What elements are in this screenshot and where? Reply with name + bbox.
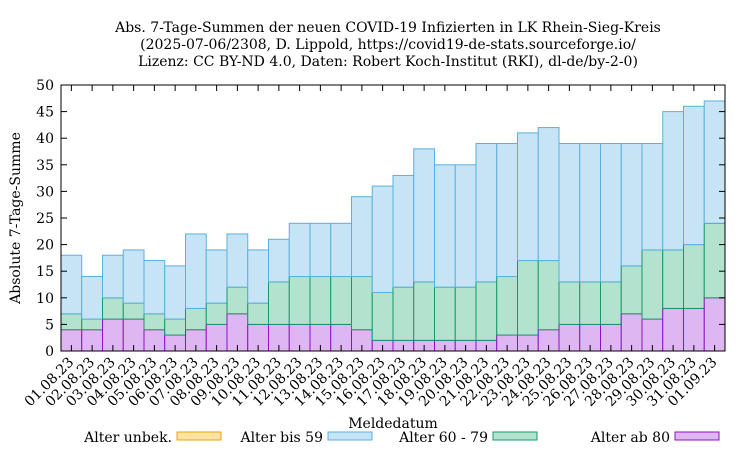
bar-layer	[60, 100, 726, 352]
bar-alter-bis-59-13.08.23	[309, 222, 332, 278]
bar-alter-60-79-26.08.23	[579, 281, 601, 325]
bar-alter-60-79-03.08.23	[102, 297, 124, 320]
bar-alter-bis-59-04.08.23	[122, 249, 145, 304]
y-tick-label: 50	[36, 78, 54, 94]
bar-alter-bis-59-30.08.23	[662, 111, 684, 251]
bar-alter-60-79-19.08.23	[434, 286, 456, 341]
bar-alter-60-79-11.08.23	[268, 281, 290, 325]
bar-alter-ab-80-30.08.23	[662, 307, 684, 352]
bar-alter-bis-59-26.08.23	[579, 143, 601, 283]
legend: Alter unbek. Alter bis 59 Alter 60 - 79 Alt…	[83, 430, 720, 446]
bar-alter-bis-59-08.08.23	[205, 249, 228, 304]
y-tick-label: 25	[36, 211, 54, 227]
bar-alter-60-79-08.08.23	[205, 302, 228, 325]
bar-alter-60-79-02.08.23	[81, 318, 103, 331]
y-tick-label: 0	[45, 344, 54, 360]
bar-alter-60-79-21.08.23	[475, 281, 498, 341]
bar-alter-60-79-27.08.23	[600, 281, 622, 325]
legend-label: Alter ab 80	[590, 430, 670, 446]
bar-alter-60-79-28.08.23	[620, 265, 643, 315]
y-tick-label: 35	[36, 158, 54, 174]
bar-alter-bis-59-14.08.23	[330, 222, 352, 278]
bar-alter-bis-59-25.08.23	[558, 143, 581, 283]
bar-alter-bis-59-09.08.23	[226, 233, 249, 288]
legend-label: Alter bis 59	[239, 430, 323, 446]
bar-alter-60-79-25.08.23	[558, 281, 581, 325]
legend-swatch	[327, 431, 373, 441]
bar-alter-bis-59-28.08.23	[620, 143, 643, 267]
bar-alter-bis-59-20.08.23	[454, 164, 477, 288]
bar-alter-bis-59-03.08.23	[102, 254, 124, 299]
y-tick-label: 10	[36, 291, 54, 307]
bar-alter-bis-59-27.08.23	[600, 143, 622, 283]
bar-alter-bis-59-06.08.23	[164, 265, 186, 320]
y-tick-label: 40	[36, 131, 54, 147]
bar-alter-60-79-10.08.23	[247, 302, 269, 325]
bar-alter-60-79-13.08.23	[309, 276, 332, 325]
chart-title-line-1: Abs. 7-Tage-Summen der neuen COVID-19 In…	[114, 20, 661, 36]
bar-alter-bis-59-01.09.23	[703, 100, 726, 224]
bar-alter-bis-59-12.08.23	[288, 222, 311, 278]
chart-title-line-3: Lizenz: CC BY-ND 4.0, Daten: Robert Koch…	[138, 54, 638, 70]
bar-alter-60-79-16.08.23	[371, 291, 394, 341]
bar-alter-60-79-06.08.23	[164, 318, 186, 336]
bar-alter-60-79-29.08.23	[641, 249, 664, 320]
y-tick-label: 30	[36, 184, 54, 200]
bar-alter-60-79-01.09.23	[703, 222, 726, 299]
legend-swatch	[674, 431, 720, 441]
bar-alter-bis-59-23.08.23	[517, 132, 539, 262]
bar-alter-60-79-09.08.23	[226, 286, 249, 315]
bar-alter-60-79-14.08.23	[330, 276, 352, 325]
bar-alter-bis-59-31.08.23	[683, 105, 705, 246]
bar-alter-60-79-24.08.23	[537, 260, 560, 331]
bar-alter-60-79-31.08.23	[683, 244, 705, 309]
plot-frame	[60, 84, 726, 352]
y-tick-label: 20	[36, 238, 54, 254]
y-axis-label: Absolute 7-Tage-Summe	[8, 132, 24, 305]
legend-swatch	[492, 431, 538, 441]
bar-alter-60-79-23.08.23	[517, 260, 539, 336]
legend-label: Alter unbek.	[83, 430, 172, 446]
bar-alter-bis-59-01.08.23	[60, 254, 83, 315]
bar-alter-60-79-12.08.23	[288, 276, 311, 325]
bar-alter-60-79-07.08.23	[185, 307, 207, 331]
bar-alter-bis-59-07.08.23	[185, 233, 207, 309]
bar-alter-bis-59-16.08.23	[371, 185, 394, 293]
y-tick-label: 45	[36, 105, 54, 121]
y-axis: 0 5 10 15 20 25 30 35 40 45 50	[36, 78, 725, 360]
legend-label: Alter 60 - 79	[398, 430, 488, 446]
x-axis-label: Meldedatum	[348, 416, 438, 432]
bar-alter-bis-59-29.08.23	[641, 143, 664, 251]
bar-alter-bis-59-17.08.23	[392, 174, 415, 288]
bar-alter-60-79-01.08.23	[60, 313, 83, 331]
bar-alter-60-79-17.08.23	[392, 286, 415, 341]
bar-alter-60-79-20.08.23	[454, 286, 477, 341]
bar-alter-bis-59-10.08.23	[247, 249, 269, 304]
bar-alter-bis-59-19.08.23	[434, 164, 456, 288]
bar-alter-bis-59-15.08.23	[351, 196, 373, 278]
bar-alter-60-79-18.08.23	[413, 281, 435, 341]
chart-title-line-2: (2025-07-06/2308, D. Lippold, https://co…	[140, 37, 636, 53]
bar-alter-bis-59-21.08.23	[475, 143, 498, 283]
bar-alter-60-79-30.08.23	[662, 249, 684, 309]
bar-alter-bis-59-11.08.23	[268, 238, 290, 283]
bar-alter-bis-59-02.08.23	[81, 276, 103, 320]
bar-alter-bis-59-22.08.23	[496, 143, 518, 278]
bar-alter-60-79-04.08.23	[122, 302, 145, 320]
y-tick-label: 15	[36, 264, 54, 280]
bar-alter-bis-59-18.08.23	[413, 148, 435, 283]
x-axis: 01.08.2302.08.2303.08.2304.08.2305.08.23…	[22, 85, 720, 410]
bar-alter-60-79-15.08.23	[351, 276, 373, 331]
bar-alter-bis-59-24.08.23	[537, 127, 560, 262]
bar-alter-60-79-05.08.23	[143, 313, 166, 331]
bar-alter-60-79-22.08.23	[496, 276, 518, 336]
legend-swatch	[176, 431, 222, 441]
bar-alter-ab-80-31.08.23	[683, 307, 705, 352]
bar-alter-bis-59-05.08.23	[143, 260, 166, 315]
y-tick-label: 5	[45, 317, 54, 333]
